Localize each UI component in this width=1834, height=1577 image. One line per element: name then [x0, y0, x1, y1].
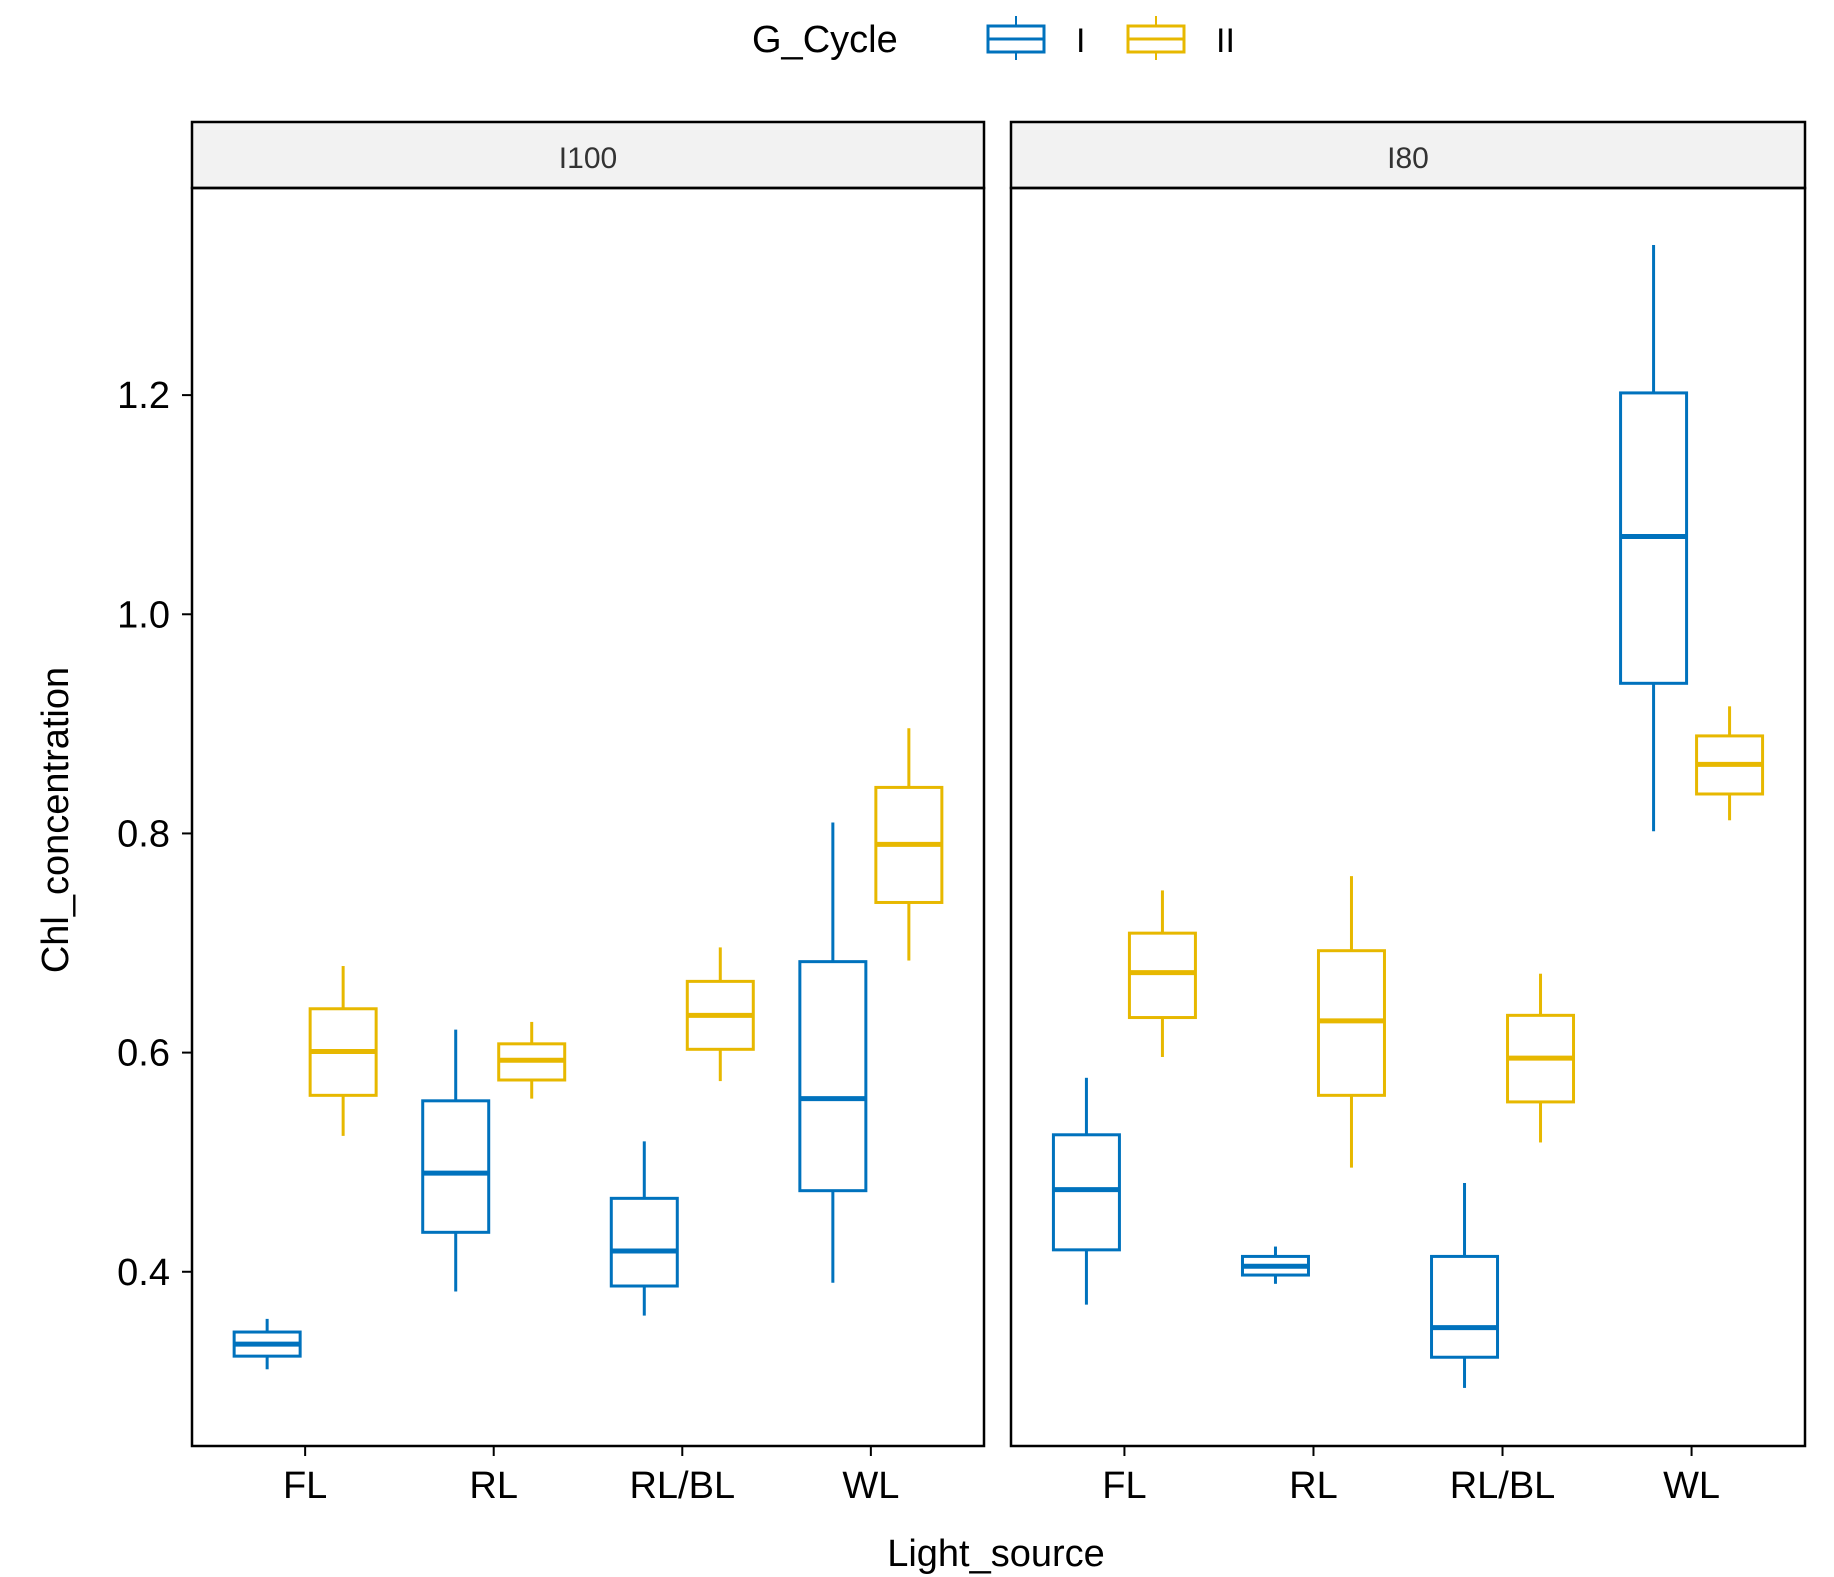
box-II-rl-bl: [1506, 973, 1576, 1143]
box-iqr: [1127, 931, 1197, 1020]
box-iqr: [421, 1099, 491, 1234]
y-axis-title: Chl_concentration: [35, 667, 77, 973]
panel-frame: [1009, 186, 1807, 1448]
box-II-rl: [497, 1021, 567, 1099]
box-I-fl: [1051, 1077, 1121, 1305]
y-tick-label: 1.2: [117, 375, 170, 417]
box-I-rl: [1240, 1246, 1310, 1284]
panel-strip-label: I100: [559, 142, 617, 175]
panel-frame: [190, 186, 986, 1448]
legend-key-II: [1126, 16, 1186, 60]
x-tick-label: RL: [469, 1465, 518, 1507]
box-I-rl-bl: [1430, 1183, 1500, 1388]
box-I-wl: [1619, 244, 1689, 832]
y-tick-label: 0.4: [117, 1252, 170, 1294]
box-I-rl-bl: [609, 1141, 679, 1316]
panel-strip-label: I80: [1387, 142, 1429, 175]
box-II-rl-bl: [685, 947, 755, 1082]
y-tick-label: 0.8: [117, 813, 170, 855]
box-iqr: [609, 1196, 679, 1288]
box-I-rl: [421, 1029, 491, 1292]
y-tick-label: 1.0: [117, 594, 170, 636]
panel-strip: [1009, 120, 1807, 190]
box-II-fl: [308, 966, 378, 1136]
box-II-fl: [1127, 890, 1197, 1057]
legend-label-II: II: [1216, 22, 1235, 60]
x-tick-label: WL: [1663, 1465, 1720, 1507]
x-tick-label: RL/BL: [629, 1465, 735, 1507]
x-tick-label: WL: [842, 1465, 899, 1507]
panel-i100: I100 FL RL RL/BL WL 0.4 0.6 0.8 1.0 1.2: [117, 120, 986, 1507]
x-tick-label: FL: [1102, 1465, 1146, 1507]
x-tick-label: FL: [283, 1465, 327, 1507]
y-tick-label: 0.6: [117, 1033, 170, 1075]
legend-key-I: [986, 16, 1046, 60]
box-II-wl: [874, 728, 944, 961]
box-II-rl: [1316, 876, 1386, 1168]
box-iqr: [798, 960, 868, 1193]
legend: G_Cycle I II: [752, 16, 1235, 61]
x-tick-label: RL: [1289, 1465, 1338, 1507]
box-I-fl: [232, 1318, 302, 1370]
panel-i80: I80 FL RL RL/BL WL: [1009, 120, 1807, 1507]
box-iqr: [1051, 1133, 1121, 1252]
legend-label-I: I: [1076, 22, 1085, 60]
legend-title: G_Cycle: [752, 19, 898, 61]
box-iqr: [1430, 1254, 1500, 1359]
panel-strip: [190, 120, 986, 190]
box-II-wl: [1695, 706, 1765, 821]
x-axis-title: Light_source: [887, 1533, 1105, 1575]
box-I-wl: [798, 822, 868, 1283]
x-tick-label: RL/BL: [1450, 1465, 1556, 1507]
